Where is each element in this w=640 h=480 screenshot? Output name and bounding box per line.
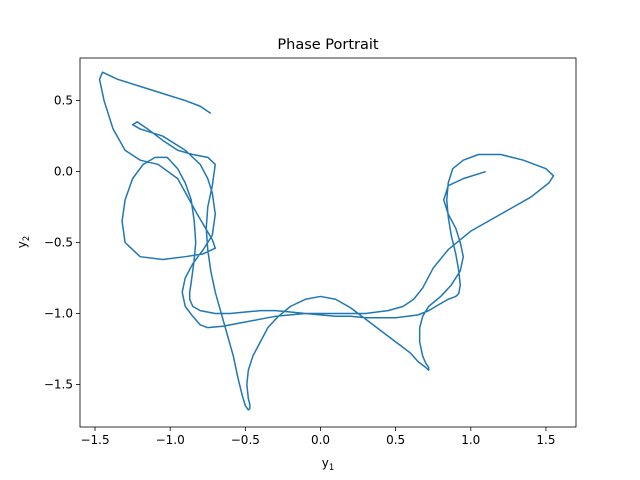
- y-tick-label: −0.5: [44, 236, 73, 250]
- axes-frame: [79, 57, 577, 428]
- x-tick-label: −0.5: [231, 433, 260, 447]
- x-axis-label-base: y: [322, 456, 329, 470]
- x-tick-label: 1.0: [461, 433, 480, 447]
- y-axis-label-subscript: 2: [22, 236, 32, 241]
- series-line: [98, 71, 555, 411]
- y-tick-label: 0.5: [54, 94, 73, 108]
- x-tick-label: −1.5: [80, 433, 109, 447]
- y-tick-label: −1.0: [44, 306, 73, 320]
- x-tick-label: 1.5: [536, 433, 555, 447]
- y-axis-label: y2: [15, 236, 32, 249]
- y-tick-label: −1.5: [44, 377, 73, 391]
- x-tick-label: 0.5: [386, 433, 405, 447]
- x-axis-label: y1: [322, 456, 335, 473]
- y-tick-label: 0.0: [54, 165, 73, 179]
- x-axis-label-subscript: 1: [329, 463, 334, 473]
- x-tick-label: −1.0: [156, 433, 185, 447]
- y-axis-label-base: y: [15, 241, 29, 248]
- plot-area: [98, 71, 555, 411]
- chart-title: Phase Portrait: [277, 37, 379, 53]
- y-axis-ticks: −1.5 −1.0 −0.5 0.0 0.5: [44, 94, 80, 391]
- x-tick-label: 0.0: [311, 433, 330, 447]
- x-axis-ticks: −1.5 −1.0 −0.5 0.0 0.5 1.0 1.5: [80, 427, 555, 447]
